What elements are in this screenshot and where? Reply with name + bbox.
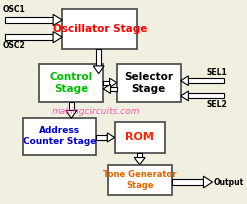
Polygon shape xyxy=(66,111,77,118)
Polygon shape xyxy=(96,49,101,66)
FancyBboxPatch shape xyxy=(117,63,181,102)
Text: SEL2: SEL2 xyxy=(206,100,227,109)
Text: Address
Counter Stage: Address Counter Stage xyxy=(23,126,97,146)
Text: OSC2: OSC2 xyxy=(3,41,26,50)
Text: Selector
Stage: Selector Stage xyxy=(124,72,173,94)
Polygon shape xyxy=(134,157,145,165)
Polygon shape xyxy=(188,93,224,99)
FancyBboxPatch shape xyxy=(115,122,165,153)
Polygon shape xyxy=(188,78,224,83)
Polygon shape xyxy=(181,76,188,86)
Text: Tone Generator
Stage: Tone Generator Stage xyxy=(103,170,176,190)
Polygon shape xyxy=(110,78,117,87)
Polygon shape xyxy=(53,32,62,43)
FancyBboxPatch shape xyxy=(108,165,172,195)
Polygon shape xyxy=(181,91,188,101)
Polygon shape xyxy=(96,135,107,140)
Polygon shape xyxy=(5,17,53,23)
Text: ROM: ROM xyxy=(125,132,154,142)
Polygon shape xyxy=(53,14,62,26)
Polygon shape xyxy=(172,179,204,185)
Text: OSC1: OSC1 xyxy=(3,5,26,14)
Text: Output: Output xyxy=(214,177,244,186)
Polygon shape xyxy=(103,84,110,93)
Polygon shape xyxy=(5,34,53,40)
FancyBboxPatch shape xyxy=(40,63,103,102)
Polygon shape xyxy=(107,133,115,142)
Polygon shape xyxy=(137,153,142,157)
Polygon shape xyxy=(110,87,117,91)
Polygon shape xyxy=(69,102,74,111)
Polygon shape xyxy=(204,176,213,188)
Text: makingcircuits.com: makingcircuits.com xyxy=(52,107,141,116)
Text: Control
Stage: Control Stage xyxy=(50,72,93,94)
Polygon shape xyxy=(93,66,104,74)
Polygon shape xyxy=(103,81,110,85)
FancyBboxPatch shape xyxy=(62,9,137,49)
FancyBboxPatch shape xyxy=(23,118,96,155)
Text: Oscillator Stage: Oscillator Stage xyxy=(53,24,147,34)
Text: SEL1: SEL1 xyxy=(206,68,227,77)
